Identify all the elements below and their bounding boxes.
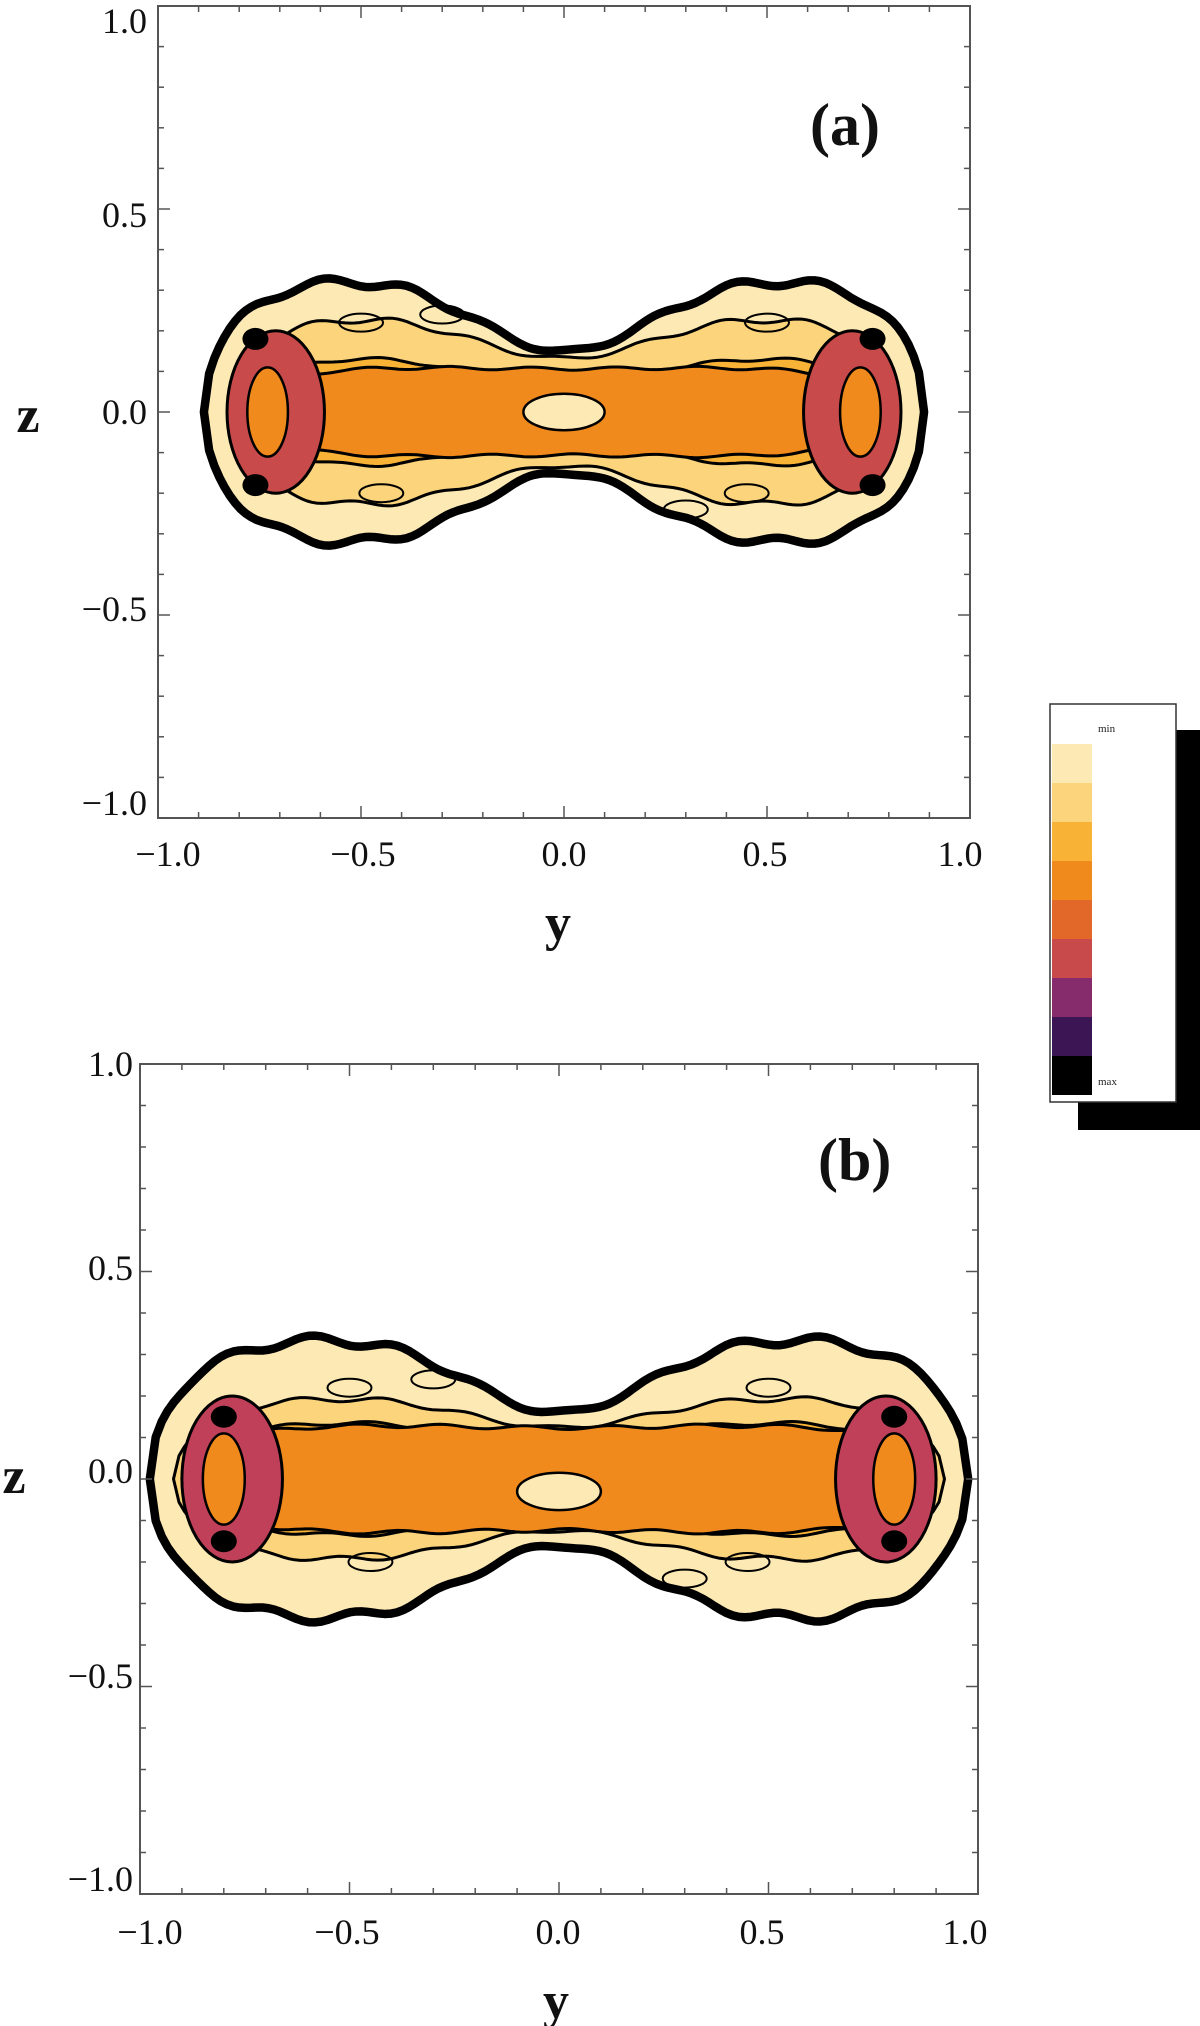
max-spot bbox=[859, 327, 886, 350]
x-tick-label: 1.0 bbox=[938, 834, 983, 874]
contour-line bbox=[744, 312, 790, 333]
legend-max-label: max bbox=[1098, 1076, 1117, 1088]
legend-min-label: min bbox=[1098, 723, 1116, 735]
y-tick-label: −0.5 bbox=[68, 1656, 133, 1696]
legend-swatch bbox=[1052, 1056, 1092, 1095]
contour-line bbox=[661, 1568, 708, 1589]
y-tick-label: 0.0 bbox=[102, 392, 147, 432]
contour-line bbox=[338, 312, 384, 333]
contour-band-level-4 bbox=[872, 1432, 917, 1526]
tick-marks-a bbox=[157, 5, 971, 819]
max-spot bbox=[859, 474, 886, 497]
x-axis-label-b: y bbox=[543, 1973, 569, 2026]
contour-band-level-4 bbox=[246, 366, 290, 458]
x-tick-label: −1.0 bbox=[135, 834, 200, 874]
legend-swatch bbox=[1052, 1017, 1092, 1056]
legend-swatch bbox=[1052, 822, 1092, 861]
contour-line bbox=[419, 304, 466, 325]
contour-line bbox=[662, 499, 709, 520]
x-tick-label: 0.0 bbox=[542, 834, 587, 874]
max-spot bbox=[242, 474, 269, 497]
center-minimum bbox=[522, 392, 606, 432]
legend-swatches bbox=[1052, 744, 1092, 1095]
legend-swatch bbox=[1052, 744, 1092, 783]
x-axis-label-a: y bbox=[545, 895, 571, 952]
center-minimum bbox=[515, 1471, 603, 1512]
y-tick-label: 0.5 bbox=[102, 195, 147, 235]
x-tick-label: 0.5 bbox=[743, 834, 788, 874]
y-tick-label: 0.5 bbox=[88, 1248, 133, 1288]
y-axis-label-a: z bbox=[16, 387, 39, 444]
x-tick-label: 0.0 bbox=[536, 1912, 581, 1952]
y-axis-label-b: z bbox=[2, 1448, 25, 1505]
contour-band-level-4 bbox=[838, 366, 882, 458]
legend-swatch bbox=[1052, 978, 1092, 1017]
contour-line bbox=[347, 1552, 394, 1572]
contour-line bbox=[358, 483, 405, 504]
x-tick-label: 0.5 bbox=[740, 1912, 785, 1952]
legend-swatch bbox=[1052, 900, 1092, 939]
y-tick-label: 0.0 bbox=[88, 1451, 133, 1491]
max-spot bbox=[210, 1530, 237, 1553]
contour-map-a bbox=[199, 274, 929, 550]
legend-swatch bbox=[1052, 939, 1092, 978]
panel-label-a: (a) bbox=[810, 92, 880, 158]
legend-swatch bbox=[1052, 783, 1092, 822]
y-tick-label: −0.5 bbox=[82, 589, 147, 629]
contour-line bbox=[410, 1369, 457, 1390]
contour-line bbox=[326, 1377, 373, 1398]
contour-line bbox=[723, 483, 770, 504]
y-tick-label: 1.0 bbox=[88, 1044, 133, 1084]
y-tick-label: 1.0 bbox=[102, 1, 147, 41]
color-legend: min max bbox=[1049, 703, 1200, 1130]
contour-line bbox=[724, 1552, 771, 1572]
max-spot bbox=[881, 1405, 908, 1428]
panel-label-b: (b) bbox=[818, 1127, 891, 1193]
contour-band-level-4 bbox=[201, 1432, 247, 1526]
max-spot bbox=[242, 327, 269, 350]
max-spot bbox=[210, 1405, 237, 1428]
y-tick-label: −1.0 bbox=[68, 1859, 133, 1899]
tick-marks-b bbox=[139, 1063, 979, 1895]
x-tick-label: −0.5 bbox=[314, 1912, 379, 1952]
x-tick-label: −0.5 bbox=[330, 834, 395, 874]
x-tick-label: −1.0 bbox=[117, 1912, 182, 1952]
panel-a: (a) y z −1.0 −0.5 0.0 0.5 1.0 −1.0 −0.5 … bbox=[16, 1, 982, 952]
legend-swatch bbox=[1052, 861, 1092, 900]
max-spot bbox=[881, 1530, 908, 1553]
panel-b: (b) y z −1.0 −0.5 0.0 0.5 1.0 −1.0 −0.5 … bbox=[2, 1044, 987, 2026]
contour-map-b bbox=[145, 1331, 973, 1627]
y-tick-label: −1.0 bbox=[82, 783, 147, 823]
x-tick-label: 1.0 bbox=[943, 1912, 988, 1952]
contour-line bbox=[745, 1377, 792, 1398]
